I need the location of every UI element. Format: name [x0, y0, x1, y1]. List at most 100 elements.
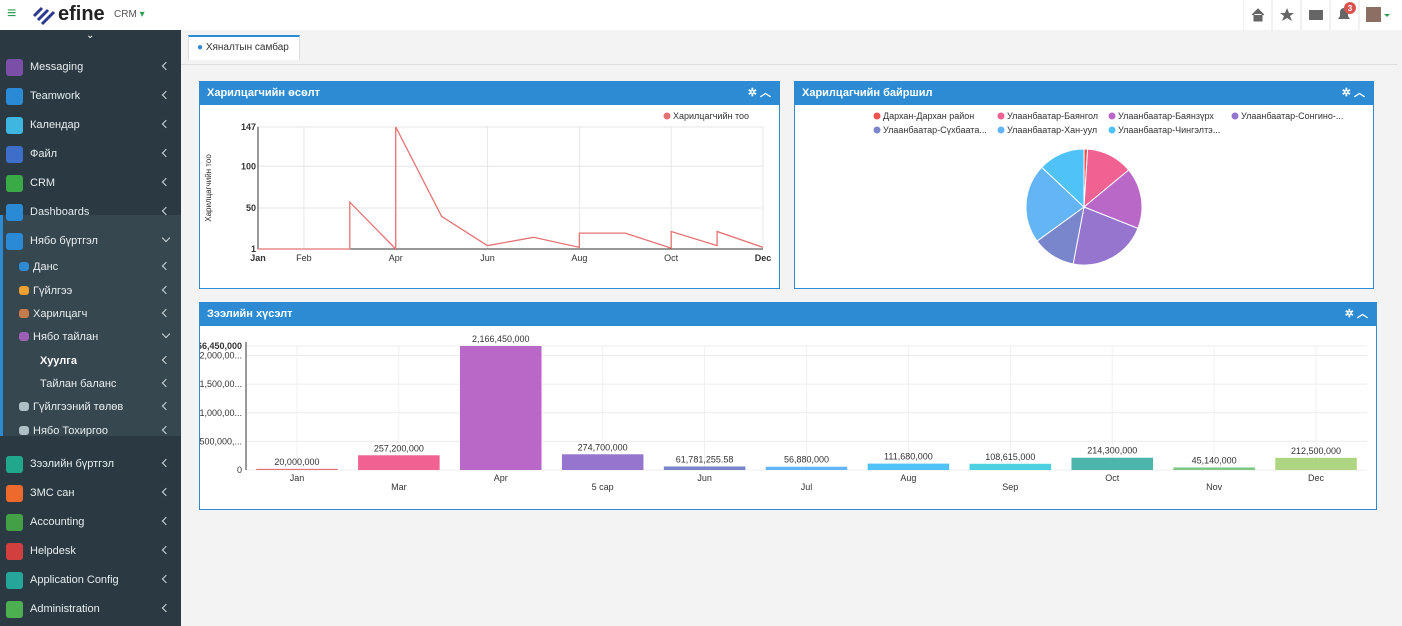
- data-label: 274,700,000: [578, 442, 628, 452]
- active-group: [0, 215, 181, 436]
- legend-label: Улаанбаатар-Баянгол: [1007, 111, 1098, 121]
- menu-icon: [19, 286, 29, 295]
- chart: Дархан-Дархан район Улаанбаатар-Баянгол Ул…: [873, 111, 1343, 266]
- sidebar-item[interactable]: Нябо бүртгэл: [0, 228, 181, 254]
- sidebar-item[interactable]: Нябо Тохиргоо: [0, 418, 181, 444]
- legend-marker: [663, 112, 671, 120]
- menu-label: Хуулга: [40, 355, 77, 367]
- menu-icon: [6, 204, 23, 221]
- x-tick-label: 5 сар: [592, 482, 614, 492]
- y-tick-label: 1,000,00...: [200, 408, 242, 418]
- x-tick-label: Dec: [755, 253, 772, 263]
- menu-label: Нябо тайлан: [33, 331, 99, 343]
- bar: [663, 466, 746, 470]
- legend-label: Улаанбаатар-Сонгино-...: [1241, 111, 1343, 121]
- chevron: [161, 401, 171, 411]
- menu-icon: [6, 572, 23, 589]
- menu-icon: [6, 514, 23, 531]
- chevron: [161, 574, 171, 584]
- y-tick-label: 50: [246, 203, 256, 213]
- chevron: [161, 206, 171, 216]
- sidebar-item[interactable]: Accounting: [0, 509, 181, 535]
- top-bar: ≡ efine CRM ▾ 3: [0, 0, 1402, 31]
- menu-label: Гүйлгээний төлөв: [33, 401, 124, 413]
- x-tick-label: Jul: [801, 482, 813, 492]
- chevron: [161, 308, 171, 318]
- star-icon[interactable]: [1280, 8, 1294, 21]
- chevron: [161, 458, 171, 468]
- sidebar-item[interactable]: Гүйлгээ: [0, 278, 181, 304]
- chevron: [161, 378, 171, 388]
- menu-label: Administration: [30, 603, 100, 615]
- sidebar-item[interactable]: Календар: [0, 112, 181, 138]
- data-label: 257,200,000: [374, 443, 424, 453]
- sidebar-item[interactable]: Файл: [0, 141, 181, 167]
- menu-label: Календар: [30, 119, 80, 131]
- sidebar-item[interactable]: Application Config: [0, 567, 181, 593]
- x-tick-label: Jan: [290, 473, 305, 483]
- x-tick-label: Oct: [664, 253, 679, 263]
- bar: [867, 463, 950, 470]
- legend-marker: [1108, 112, 1116, 120]
- sidebar-item[interactable]: Тайлан баланс: [0, 371, 181, 397]
- menu-label: ЗМС сан: [30, 487, 75, 499]
- sidebar-item[interactable]: Харилцагч: [0, 301, 181, 327]
- legend-marker: [1108, 126, 1116, 134]
- sidebar-item[interactable]: Administration: [0, 596, 181, 622]
- sidebar-item[interactable]: Helpdesk: [0, 538, 181, 564]
- sidebar-item[interactable]: Dashboards: [0, 199, 181, 225]
- chart: 1 50 100 147 Jan Feb Apr Jun Aug Oct Dec Харилцагчи…: [204, 111, 772, 263]
- badge: [1344, 2, 1356, 14]
- bar: [561, 454, 644, 470]
- sidebar-item[interactable]: Messaging: [0, 54, 181, 80]
- x-tick-label: Jun: [697, 473, 712, 483]
- y-tick-label: 1: [251, 244, 256, 254]
- home-icon[interactable]: [1251, 8, 1265, 22]
- panel-tools[interactable]: ✲ ︿: [1341, 87, 1365, 99]
- x-tick-label: Feb: [296, 253, 312, 263]
- menu-icon: [6, 117, 23, 134]
- data-label: 20,000,000: [274, 457, 319, 467]
- chevron: [161, 516, 171, 526]
- tab[interactable]: ● Хяналтын самбар: [188, 35, 300, 60]
- sidebar-item[interactable]: Данс: [0, 254, 181, 280]
- x-tick-label: Jun: [480, 253, 495, 263]
- menu-icon: [6, 543, 23, 560]
- bar: [1275, 457, 1357, 470]
- x-tick-label: Apr: [389, 253, 403, 263]
- sidebar-item[interactable]: Нябо тайлан: [0, 324, 181, 350]
- x-tick-label: Mar: [391, 482, 407, 492]
- sidebar-item[interactable]: ЗМС сан: [0, 480, 181, 506]
- pie-slice: [1041, 148, 1085, 209]
- pie-slice: [1083, 169, 1143, 230]
- chevron: [161, 487, 171, 497]
- menu-label: Нябо бүртгэл: [30, 235, 98, 247]
- menu-toggle[interactable]: ≡: [7, 5, 17, 22]
- chevron: [161, 261, 171, 271]
- x-tick-label: Nov: [1206, 482, 1223, 492]
- avatar[interactable]: [1366, 7, 1381, 22]
- sidebar-item[interactable]: Хуулга: [0, 348, 181, 374]
- menu-icon: [19, 262, 29, 271]
- sidebar-item[interactable]: Teamwork: [0, 83, 181, 109]
- menu-label: Харилцагч: [33, 308, 88, 320]
- sidebar-item[interactable]: Гүйлгээний төлөв: [0, 394, 181, 420]
- pie-slice: [1025, 166, 1085, 242]
- panel-tools[interactable]: ✲ ︿: [747, 87, 771, 99]
- collapse-arrow[interactable]: ⌄: [86, 30, 95, 41]
- chevron: [161, 545, 171, 555]
- sidebar: ⌄ Messaging Teamwork Календар Файл CRM Dashbo…: [0, 30, 181, 626]
- legend-marker: [997, 126, 1005, 134]
- module-switch[interactable]: CRM ▾: [114, 9, 145, 20]
- menu-icon: [6, 601, 23, 618]
- y-tick-label: 1,500,00...: [200, 379, 242, 389]
- tab-bar: ● Хяналтын самбар: [181, 30, 1402, 64]
- panel-tools[interactable]: ✲ ︿: [1344, 308, 1368, 320]
- sidebar-item[interactable]: CRM: [0, 170, 181, 196]
- sidebar-item[interactable]: Зээлийн бүртгэл: [0, 451, 181, 477]
- legend-label: Харилцагчийн тоо: [673, 111, 749, 121]
- menu-label: Messaging: [30, 61, 84, 73]
- mail-icon[interactable]: [1309, 10, 1323, 20]
- tab-title: Хяналтын самбар: [205, 42, 289, 53]
- bar: [460, 346, 542, 470]
